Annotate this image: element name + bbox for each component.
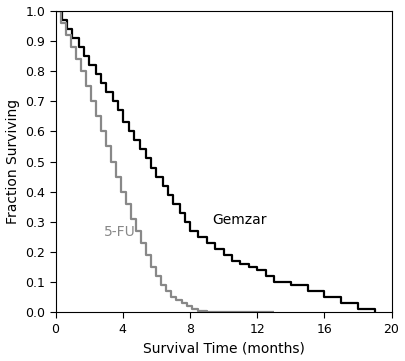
Text: Gemzar: Gemzar [212,213,266,227]
Y-axis label: Fraction Surviving: Fraction Surviving [6,99,19,224]
Text: 5-FU: 5-FU [104,226,136,239]
X-axis label: Survival Time (months): Survival Time (months) [143,342,305,356]
